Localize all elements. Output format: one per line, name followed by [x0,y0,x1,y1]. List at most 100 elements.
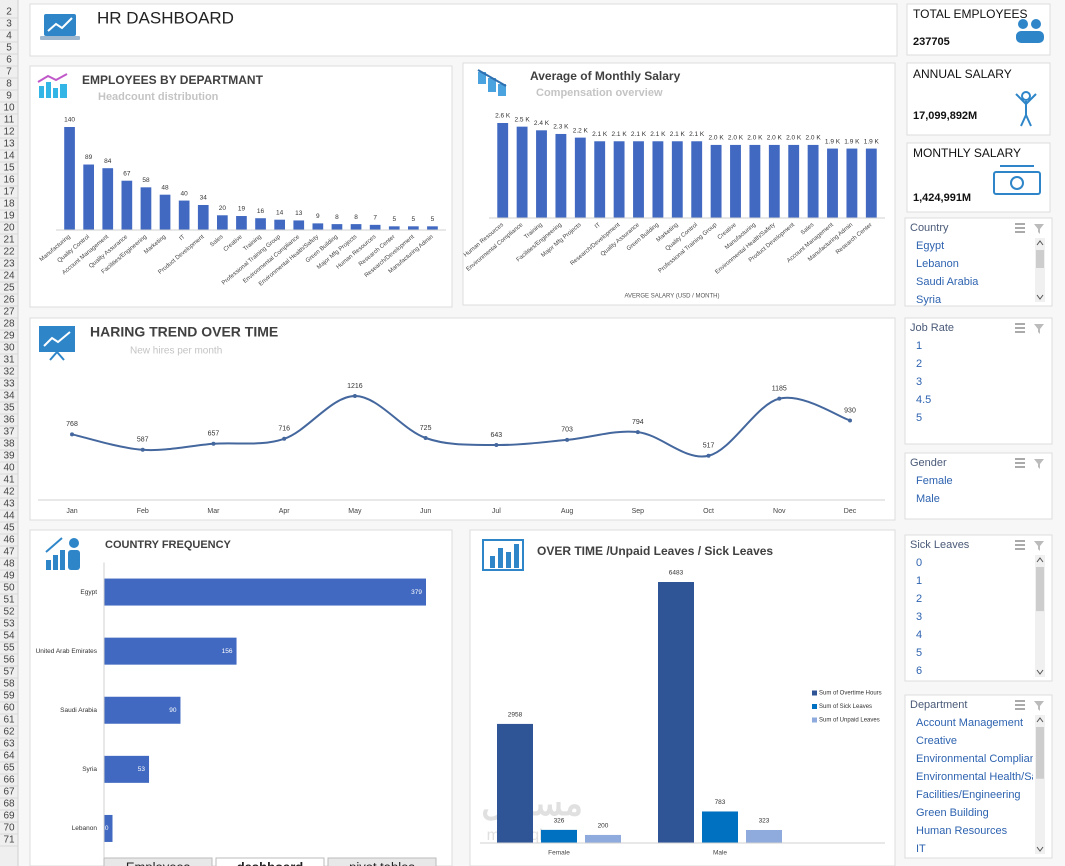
chart-subtitle: New hires per month [130,346,222,357]
bar [671,141,683,218]
slicer-clear-icon [1034,459,1044,469]
row-number: 67 [3,787,15,798]
chart-subtitle: Compensation overview [536,87,663,99]
bar [140,187,152,230]
slicer-item: 5 [916,647,922,659]
slicer-item: Human Resources [916,825,1008,837]
scrollbar-thumb [1036,567,1044,612]
data-label: 2.0 K [709,135,725,142]
row-number: 37 [3,427,15,438]
scroll-up [1036,717,1044,723]
chart-icon [45,537,80,570]
bar [691,141,703,218]
bar [555,133,567,218]
data-label: 2.1 K [592,131,608,138]
row-number: 50 [3,583,15,594]
slicer-item: Egypt [916,240,944,252]
data-label: 1.9 K [825,138,841,145]
x-tick-label: Dec [844,508,857,515]
chart-icon [477,69,507,96]
row-header-bar [0,0,18,866]
slicer-panel [904,534,1053,682]
row-number: 4 [6,31,12,42]
x-tick-label: Apr [279,508,291,515]
legend-swatch [812,717,817,723]
x-tick-label: May [348,508,362,515]
line-point [211,441,216,446]
data-label: 2.1 K [631,131,647,138]
kpi-card [906,142,1051,213]
data-label: 2.0 K [747,135,763,142]
data-label: 90 [169,707,177,714]
bar [159,194,171,230]
sheet-tab[interactable] [327,857,437,866]
data-label: 2.1 K [612,131,628,138]
row-number: 31 [3,355,15,366]
scrollbar-track [1035,715,1045,854]
line-point [282,436,287,441]
y-tick-label: United Arab Emirates [36,648,98,655]
slicer-item: 0 [916,557,922,569]
line-point [70,432,74,437]
kpi-value: 237705 [913,36,950,48]
slicer-item: 4.5 [916,394,931,406]
x-tick-label: Sep [632,508,645,515]
slicer-title: Sick Leaves [910,539,970,551]
data-label: 8 [335,214,339,221]
data-label: 40 [181,190,189,197]
slicer-item: Facilities/Engineering [916,789,1021,801]
data-label: 1.9 K [844,138,860,145]
scrollbar-thumb [1036,727,1044,779]
bar [369,224,381,230]
data-label: 156 [222,648,233,655]
x-tick-label: Nov [773,508,786,515]
slicer-item: Lebanon [916,258,959,270]
bar [613,141,625,218]
bar [102,168,114,230]
data-label: 643 [491,432,503,439]
data-label: 53 [138,766,146,773]
row-number: 65 [3,763,15,774]
data-label: 48 [161,184,169,191]
sheet-tab[interactable] [103,857,213,866]
data-label: 2.2 K [573,127,589,134]
row-number: 61 [3,715,15,726]
row-number: 39 [3,451,15,462]
bar [652,141,664,218]
bar [331,224,343,230]
data-label: 2.1 K [650,131,666,138]
bar [104,578,426,606]
data-label: 2.0 K [728,135,744,142]
row-number: 45 [3,523,15,534]
bar [388,226,400,230]
slicer-item: Environmental Health/Safety [916,771,1056,783]
slicer-multiselect-icon [1015,700,1025,710]
slicer-item: 1 [916,340,922,352]
kpi-value: 17,099,892M [913,110,977,122]
slicer-multiselect-icon [1015,458,1025,468]
x-tick-label: Male [713,850,727,857]
x-tick-label: Aug [561,508,574,515]
slicer-item: Green Building [916,807,989,819]
slicer-clear-icon [1034,541,1044,551]
bar [536,130,547,218]
data-label: 84 [104,158,112,165]
bar [408,226,419,230]
x-tick-label: Oct [703,508,714,515]
bar [217,215,228,230]
legend-label: Sum of Unpaid Leaves [819,718,880,724]
row-number: 44 [3,511,15,522]
data-label: 67 [123,170,131,177]
row-number: 56 [3,655,15,666]
row-number: 19 [3,211,15,222]
data-label: 657 [208,431,220,438]
data-label: 2.6 K [495,113,511,120]
data-label: 326 [554,818,565,825]
data-label: 19 [238,206,246,213]
bar [83,164,94,230]
bar [541,829,577,843]
row-number: 20 [3,223,15,234]
sheet-tab[interactable] [215,857,325,866]
row-number: 42 [3,487,15,498]
row-number: 3 [6,19,12,30]
